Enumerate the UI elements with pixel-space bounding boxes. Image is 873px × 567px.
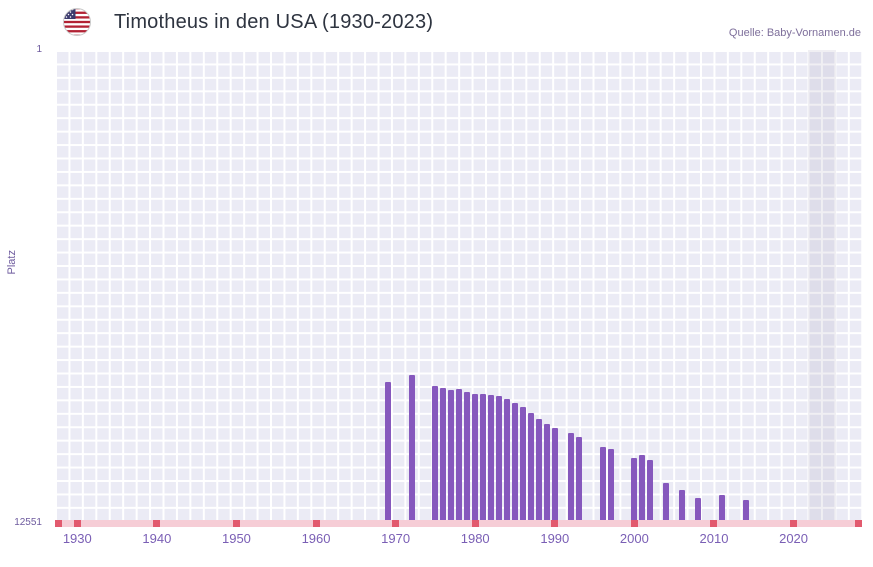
x-tick-label-1950: 1950 <box>221 531 251 546</box>
bar-1993[interactable] <box>575 437 582 520</box>
bar-1981[interactable] <box>480 393 487 520</box>
bar-2001[interactable] <box>639 454 646 520</box>
bar-1977[interactable] <box>448 389 455 520</box>
source-label: Quelle: Baby-Vornamen.de <box>728 27 861 39</box>
bar-2011[interactable] <box>718 495 725 520</box>
baseline-strip <box>55 520 862 527</box>
bar-2006[interactable] <box>679 490 686 520</box>
us-flag-icon <box>63 8 91 36</box>
x-tick-label-2000: 2000 <box>619 531 649 546</box>
baseline-tick-mark <box>790 520 798 527</box>
bar-1989[interactable] <box>543 424 550 520</box>
bar-1990[interactable] <box>551 427 558 520</box>
x-tick-label-2010: 2010 <box>699 531 729 546</box>
bar-1978[interactable] <box>456 389 463 520</box>
y-tick-bottom: 12551 <box>14 517 42 528</box>
baseline-tick-mark <box>153 520 161 527</box>
bar-1975[interactable] <box>432 386 439 520</box>
bar-1979[interactable] <box>464 392 471 520</box>
bar-1980[interactable] <box>472 394 479 520</box>
x-tick-label-1940: 1940 <box>142 531 172 546</box>
bar-1982[interactable] <box>488 394 495 520</box>
baseline-tick-mark <box>232 520 240 527</box>
x-tick-label-2020: 2020 <box>779 531 809 546</box>
baseline-tick-mark <box>630 520 638 527</box>
x-tick-label-1980: 1980 <box>460 531 490 546</box>
bar-2008[interactable] <box>695 498 702 520</box>
x-tick-label-1990: 1990 <box>540 531 570 546</box>
y-axis-title: Platz <box>6 250 18 275</box>
recent-years-highlight-band <box>807 50 836 525</box>
baseline-tick-mark <box>551 520 559 527</box>
baseline-tick-mark <box>392 520 400 527</box>
bar-1986[interactable] <box>519 407 526 520</box>
baseline-tick-mark <box>73 520 81 527</box>
x-tick-label-1930: 1930 <box>62 531 92 546</box>
bar-1996[interactable] <box>599 446 606 520</box>
baseline-tick-mark <box>710 520 718 527</box>
x-axis-ticks: 1930 1940 1950 1960 1970 1980 1990 2000 2010 2020 <box>55 531 862 549</box>
baseline-tick-mark <box>855 520 862 527</box>
bar-1987[interactable] <box>527 412 534 520</box>
bar-2004[interactable] <box>663 482 670 520</box>
bar-1988[interactable] <box>535 419 542 520</box>
baseline-tick-mark <box>312 520 320 527</box>
x-tick-label-1960: 1960 <box>301 531 331 546</box>
bar-1976[interactable] <box>440 387 447 520</box>
chart-header: Timotheus in den USA (1930-2023) Quelle:… <box>0 0 873 46</box>
bar-1972[interactable] <box>408 375 415 520</box>
y-tick-top: 1 <box>36 44 42 55</box>
bar-1983[interactable] <box>496 396 503 520</box>
x-tick-label-1970: 1970 <box>381 531 411 546</box>
chart-title: Timotheus in den USA (1930-2023) <box>114 11 434 33</box>
bar-1969[interactable] <box>384 381 391 520</box>
bar-2000[interactable] <box>631 457 638 520</box>
plot-area[interactable] <box>55 50 862 527</box>
baseline-tick-mark <box>55 520 62 527</box>
bar-1984[interactable] <box>504 399 511 520</box>
bar-1997[interactable] <box>607 448 614 520</box>
bar-2014[interactable] <box>742 499 749 520</box>
baseline-tick-mark <box>471 520 479 527</box>
bar-1985[interactable] <box>512 402 518 520</box>
bar-1992[interactable] <box>567 432 574 520</box>
bar-2002[interactable] <box>647 459 654 520</box>
